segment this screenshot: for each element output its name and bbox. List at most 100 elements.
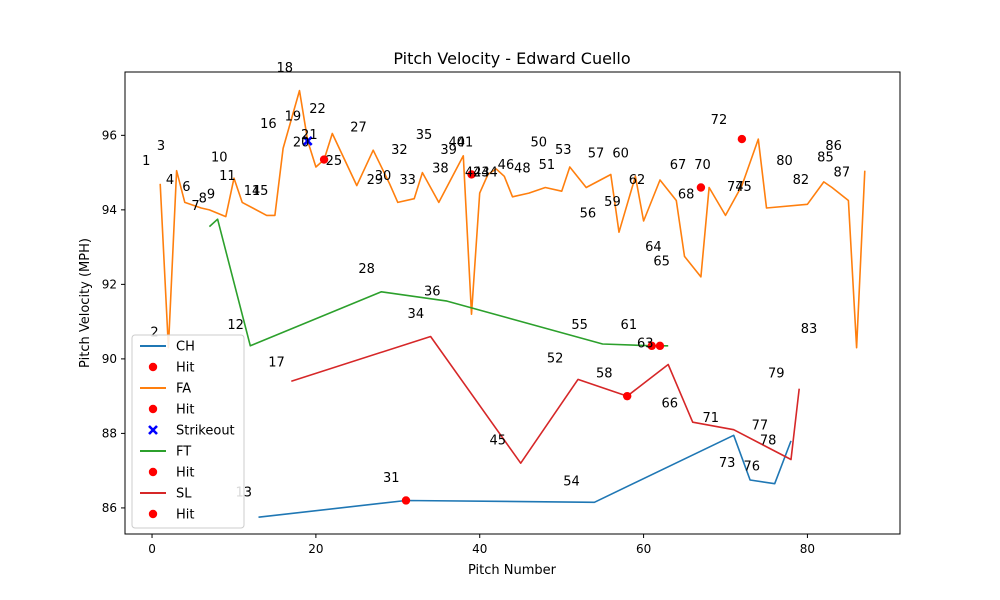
legend-label: SL [176,487,192,502]
pitch-number-annotation: 45 [489,434,506,449]
pitch-number-annotation: 56 [580,206,597,221]
legend: CH Hit FA Hit Strikeout FT Hit SL Hit [131,334,245,529]
pitch-number-annotation: 64 [645,240,662,255]
chart-title: Pitch Velocity - Edward Cuello [393,49,630,68]
hit-marker [401,496,411,505]
pitch-number-annotation: 35 [416,128,433,143]
legend-label: FA [176,382,191,397]
x-tick-label: 20 [308,542,323,556]
x-tick-label: 80 [800,542,815,556]
pitch-number-annotation: 54 [563,475,580,490]
x-tick-label: 0 [148,542,156,556]
pitch-number-annotation: 58 [596,367,613,382]
legend-label: FT [176,445,191,460]
legend-label: Hit [176,508,194,523]
legend-hit-swatch [148,404,158,414]
pitch-number-annotation: 71 [702,411,719,426]
pitch-number-annotation: 80 [776,154,793,169]
pitch-number-annotation: 12 [227,318,244,333]
hit-marker [655,341,665,351]
hit-marker [622,391,632,401]
pitch-number-annotation: 73 [719,456,736,471]
legend-label: Strikeout [176,424,235,439]
y-tick-label: 94 [102,203,117,217]
pitch-number-annotation: 66 [662,396,679,411]
legend-hit-swatch [148,467,158,477]
series-line-ft [208,218,669,347]
hit-marker [696,183,706,192]
pitch-number-annotation: 2 [150,326,158,341]
pitch-number-annotation: 34 [408,307,425,322]
pitch-number-annotation: 14 [244,184,261,199]
pitch-number-annotation: 18 [276,61,293,76]
pitch-number-annotation: 10 [211,150,228,165]
pitch-number-annotation: 4 [166,173,174,188]
pitch-number-annotation: 11 [219,169,236,184]
pitch-number-annotation: 78 [760,434,777,449]
pitch-number-annotation: 25 [326,154,343,169]
pitch-number-annotation: 65 [653,255,670,270]
pitch-number-annotation: 41 [457,136,474,151]
pitch-number-annotation: 9 [207,188,215,203]
pitch-number-annotation: 72 [711,113,728,128]
pitch-number-annotation: 68 [678,188,695,203]
pitch-number-annotation: 17 [268,355,285,370]
pitch-number-annotation: 67 [670,158,687,173]
pitch-number-annotation: 63 [637,337,654,352]
x-axis-label: Pitch Number [468,563,557,578]
pitch-number-annotation: 27 [350,121,367,136]
legend-frame [131,334,245,529]
pitch-number-annotation: 75 [735,180,752,195]
pitch-number-annotation: 29 [367,173,384,188]
pitch-number-annotation: 77 [752,419,769,434]
series-line-fa [159,89,866,349]
legend-label: CH [176,340,195,355]
pitch-number-annotation: 19 [285,109,302,124]
legend-hit-swatch [148,509,158,519]
y-tick-label: 88 [102,426,117,440]
pitch-number-annotation: 22 [309,102,326,117]
pitch-number-annotation: 70 [694,158,711,173]
pitch-number-annotation: 3 [157,139,165,154]
pitch-number-annotation: 62 [629,173,646,188]
pitch-number-annotation: 20 [293,136,310,151]
pitch-number-annotation: 6 [182,180,190,195]
y-tick-label: 90 [102,352,117,366]
pitch-number-annotation: 52 [547,352,564,367]
pitch-number-annotation: 74 [727,180,744,195]
legend-hit-swatch [148,362,158,372]
legend-label: Hit [176,361,194,376]
pitch-number-annotation: 55 [571,318,588,333]
pitch-number-annotation: 7 [191,199,199,214]
plot-area: 1234678910111213141516171819202122252728… [102,61,901,556]
y-tick-label: 86 [102,501,117,515]
hit-marker [737,134,747,144]
pitch-number-annotation: 87 [834,165,851,180]
pitch-number-annotation: 82 [793,173,810,188]
hit-marker [647,341,656,351]
pitch-number-annotation: 32 [391,143,408,158]
pitch-number-annotation: 60 [612,147,629,162]
pitch-number-annotation: 44 [481,165,498,180]
pitch-number-annotation: 51 [539,158,556,173]
pitch-number-annotation: 21 [301,128,318,143]
pitch-number-annotation: 53 [555,143,572,158]
hit-marker [467,170,476,179]
pitch-number-annotation: 8 [199,191,207,206]
pitch-number-annotation: 38 [432,162,449,177]
pitch-number-annotation: 83 [801,322,818,337]
legend-strikeout-swatch [148,425,158,435]
pitch-number-annotation: 40 [449,136,466,151]
y-axis-label: Pitch Velocity (MPH) [78,238,93,368]
pitch-number-annotation: 43 [473,165,490,180]
y-tick-label: 96 [102,128,117,142]
pitch-number-annotation: 85 [817,150,834,165]
pitch-number-annotation: 46 [498,158,515,173]
pitch-number-annotation: 16 [260,117,277,132]
pitch-number-annotation: 36 [424,285,441,300]
x-tick-label: 60 [636,542,651,556]
pitch-number-annotation: 76 [743,460,760,475]
axes-frame [124,71,901,535]
pitch-number-annotation: 15 [252,184,269,199]
